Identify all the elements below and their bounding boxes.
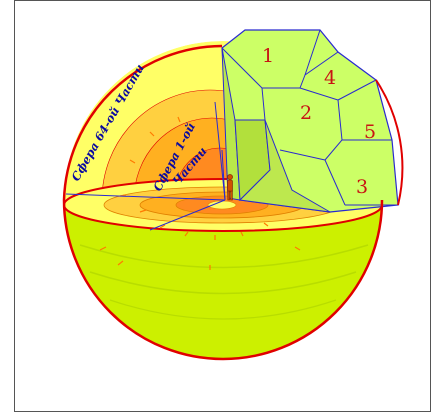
sphere-outline xyxy=(62,199,384,361)
arrow-icon xyxy=(263,222,269,227)
arrow-icon xyxy=(99,246,107,251)
segment-number-4: 4 xyxy=(324,67,336,89)
arrow-icon xyxy=(177,116,181,123)
arrow-icon xyxy=(149,131,155,137)
human-figure-icon xyxy=(227,174,233,201)
lower-hemisphere xyxy=(64,200,382,359)
arrow-icon xyxy=(139,209,147,213)
arrow-icon xyxy=(117,260,124,266)
segment-number-2: 2 xyxy=(300,102,312,124)
arrow-icon xyxy=(240,231,244,237)
segment-number-5: 5 xyxy=(364,121,376,143)
arrow-icon xyxy=(129,159,136,164)
arrow-icon xyxy=(184,231,189,237)
segment-number-1: 1 xyxy=(262,45,274,67)
arrow-icon xyxy=(294,246,301,251)
cut-grid xyxy=(65,101,226,231)
segment-number-3: 3 xyxy=(356,176,368,198)
arrow-icon xyxy=(159,224,166,229)
radial-arrows xyxy=(99,116,301,270)
segment-wedge xyxy=(221,29,399,213)
